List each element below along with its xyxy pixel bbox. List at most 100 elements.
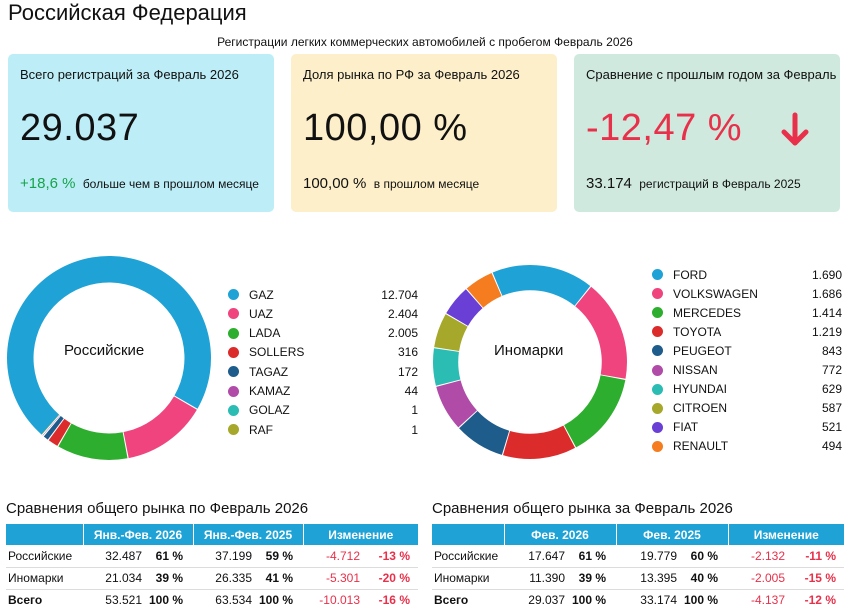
column-header: Фев. 2025 (616, 524, 729, 545)
legend-item-gaz[interactable]: GAZ 12.704 (228, 285, 418, 304)
table-row: Российские 17.647 61 % 19.779 60 % -2.13… (432, 545, 844, 568)
legend-item-hyundai[interactable]: HYUNDAI 629 (652, 380, 842, 399)
card-title: Всего регистраций за Февраль 2026 (20, 67, 239, 82)
cell: 59 % (255, 545, 303, 568)
row-name: Российские (6, 545, 83, 568)
card-footnote-highlight: +18,6 % (20, 175, 76, 192)
donut-slice-tagaz[interactable] (43, 416, 64, 440)
ytd-comparison-title: Сравнения общего рынка по Февраль 2026 (6, 500, 309, 517)
legend-item-golaz[interactable]: GOLAZ 1 (228, 401, 418, 420)
legend-item-citroen[interactable]: CITROEN 587 (652, 399, 842, 418)
table-row-total: Всего 53.521 100 % 63.534 100 % -10.013 … (6, 589, 418, 611)
cell: 100 % (258, 593, 293, 608)
legend-swatch (228, 308, 239, 320)
column-header: Фев. 2026 (504, 524, 617, 545)
donut-slice-gaz[interactable] (6, 256, 211, 435)
legend-swatch (652, 288, 663, 300)
donut-slice-toyota[interactable] (502, 425, 576, 459)
legend-item-lada[interactable]: LADA 2.005 (228, 324, 418, 343)
donut-slice-raf[interactable] (41, 414, 60, 435)
donut-slice-volkswagen[interactable] (575, 286, 627, 379)
cell: -4.712 (303, 545, 363, 568)
card-title: Сравнение с прошлым годом за Февраль (586, 67, 837, 82)
legend-value: 172 (397, 364, 418, 379)
card-footnote: 100,00 % в прошлом месяце (303, 175, 479, 192)
page-title: Российская Федерация (8, 0, 247, 25)
legend-swatch (652, 421, 663, 433)
row-name: Всего (434, 593, 469, 608)
legend-label: KAMAZ (249, 384, 291, 398)
card-footnote: 33.174 регистраций в Февраль 2025 (586, 175, 801, 192)
month-comparison-table: Фев. 2026 Фев. 2025 Изменение Российские… (432, 524, 844, 611)
legend-item-toyota[interactable]: TOYOTA 1.219 (652, 322, 842, 341)
legend-label: VOLKSWAGEN (673, 286, 758, 301)
column-header: Изменение (728, 524, 844, 545)
donut-slice-lada[interactable] (58, 423, 128, 460)
donut-slice-renault[interactable] (466, 272, 502, 308)
legend-value: 1 (411, 422, 418, 437)
cell: 61 % (568, 545, 616, 568)
legend-label: NISSAN (673, 363, 718, 377)
legend-item-renault[interactable]: RENAULT 494 (652, 437, 842, 456)
legend-value: 1.686 (811, 286, 842, 301)
legend-value: 494 (821, 439, 842, 454)
legend-item-ford[interactable]: FORD 1.690 (652, 265, 842, 284)
legend-swatch (228, 346, 239, 358)
cell: -2.132 (728, 545, 788, 568)
donut-slice-hyundai[interactable] (433, 348, 461, 386)
legend-item-volkswagen[interactable]: VOLKSWAGEN 1.686 (652, 284, 842, 303)
cell: 100 % (148, 593, 183, 608)
legend-label: LADA (249, 326, 281, 341)
legend-item-mercedes[interactable]: MERCEDES 1.414 (652, 303, 842, 322)
legend-value: 629 (821, 382, 842, 397)
legend-item-uaz[interactable]: UAZ 2.404 (228, 304, 418, 323)
cell: 29.037 (528, 593, 565, 608)
legend-value: 521 (821, 420, 842, 435)
legend-value: 1.219 (811, 324, 842, 339)
cell: 39 % (145, 567, 193, 590)
legend-label: FORD (673, 267, 707, 282)
card-footnote-text: в прошлом месяце (373, 177, 480, 191)
legend-item-sollers[interactable]: SOLLERS 316 (228, 343, 418, 362)
legend-item-raf[interactable]: RAF 1 (228, 420, 418, 439)
legend-swatch (652, 364, 663, 376)
donut-slice-citroen[interactable] (434, 314, 468, 351)
cell: -10.013 (319, 593, 360, 608)
legend-item-nissan[interactable]: NISSAN 772 (652, 361, 842, 380)
cell: -16 % (378, 593, 410, 608)
legend-value: 1 (411, 403, 418, 418)
donut-slice-sollers[interactable] (48, 418, 71, 446)
card-value: 100,00 % (303, 107, 468, 149)
legend-item-tagaz[interactable]: TAGAZ 172 (228, 362, 418, 381)
legend-swatch (652, 269, 663, 280)
legend-swatch (228, 289, 239, 300)
cell: 26.335 (193, 567, 255, 590)
donut-slice-uaz[interactable] (123, 396, 197, 459)
russian-brands-legend: GAZ 12.704 UAZ 2.404 LADA 2.005 SOLLERS 316 TAGA… (228, 285, 418, 445)
legend-value: 1.414 (811, 305, 842, 320)
row-name: Всего (8, 593, 43, 608)
legend-swatch (228, 327, 239, 339)
donut-slice-ford[interactable] (492, 265, 591, 306)
legend-item-fiat[interactable]: FIAT 521 (652, 418, 842, 437)
legend-label: UAZ (249, 306, 273, 321)
legend-swatch (652, 383, 663, 395)
legend-label: GAZ (249, 287, 274, 302)
cell: 13.395 (616, 567, 680, 590)
legend-label: PEUGEOT (673, 343, 732, 358)
donut-slice-nissan[interactable] (436, 380, 477, 428)
legend-item-kamaz[interactable]: KAMAZ 44 (228, 382, 418, 401)
row-name: Иномарки (6, 567, 83, 590)
donut-slice-kamaz[interactable] (42, 415, 61, 436)
card-value: 29.037 (20, 107, 140, 149)
legend-item-peugeot[interactable]: PEUGEOT 843 (652, 341, 842, 360)
cell: 100 % (571, 593, 606, 608)
legend-label: TAGAZ (249, 364, 289, 379)
donut-slice-peugeot[interactable] (459, 410, 510, 455)
legend-swatch (228, 366, 239, 378)
card-value: -12,47 % (586, 107, 743, 149)
donut-slice-mercedes[interactable] (564, 375, 626, 448)
donut-slice-fiat[interactable] (446, 289, 483, 326)
table-row: Иномарки 11.390 39 % 13.395 40 % -2.005 … (432, 567, 844, 590)
legend-label: MERCEDES (673, 305, 742, 320)
